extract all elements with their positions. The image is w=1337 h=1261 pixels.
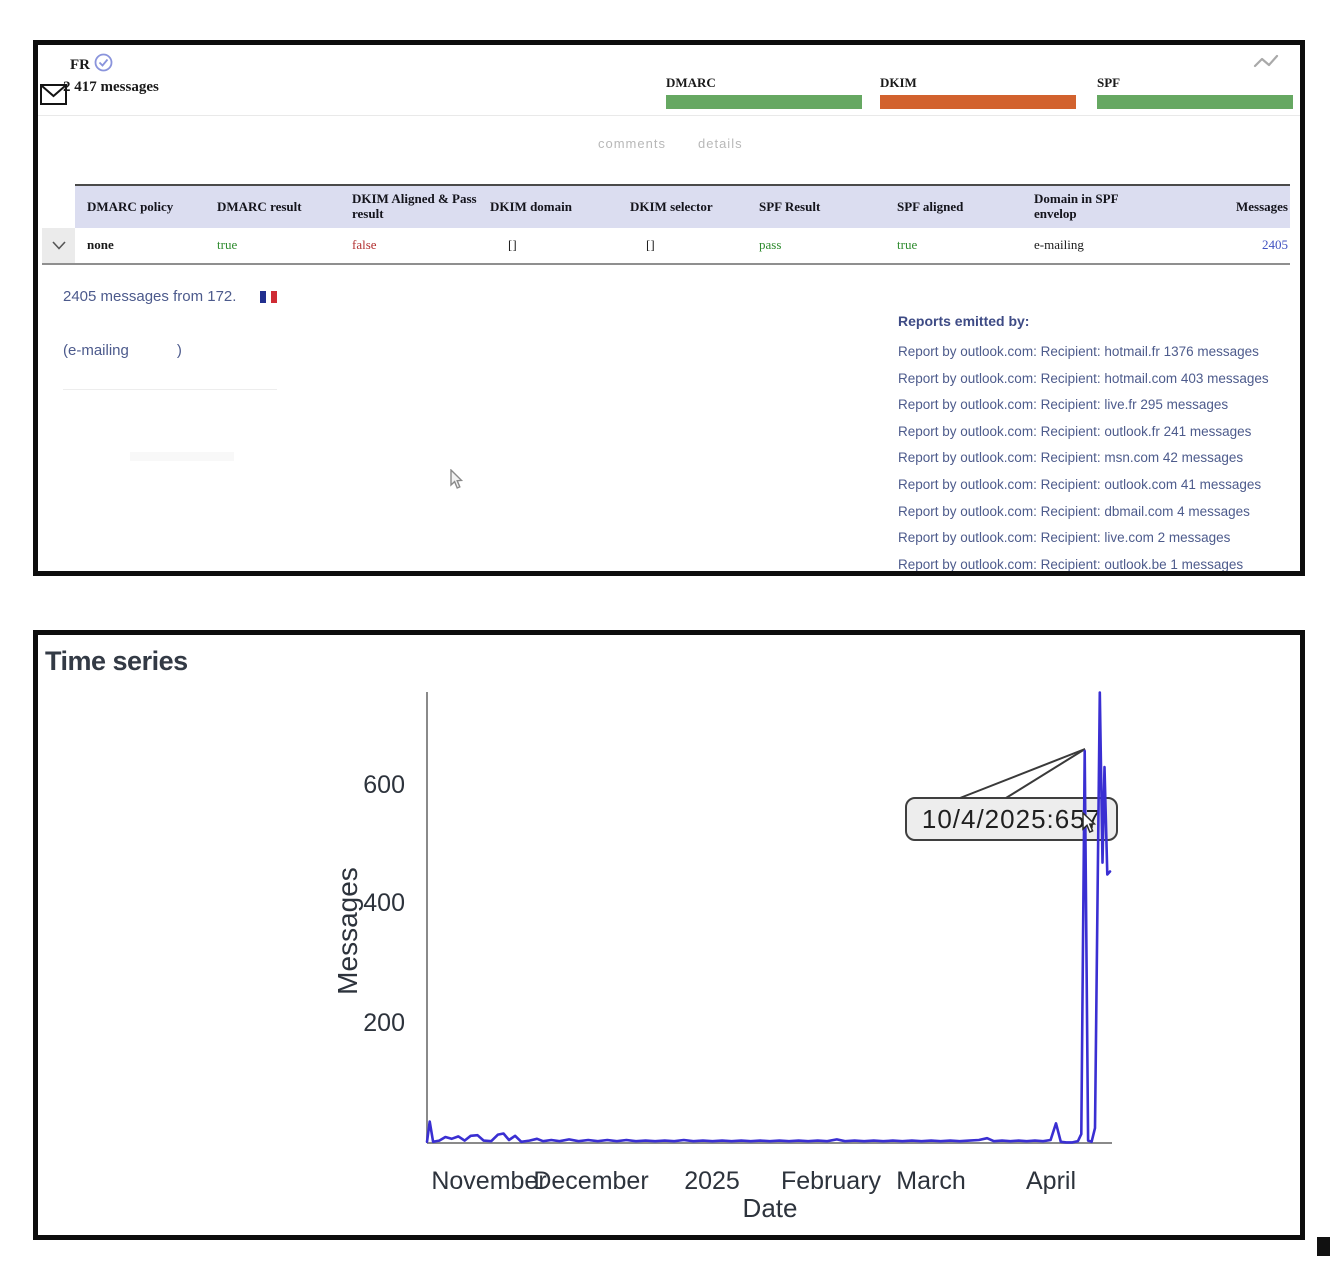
- messages-from-text: 2405 messages from 172.: [63, 288, 237, 305]
- report-item: Report by outlook.com: Recipient: outloo…: [898, 423, 1252, 439]
- tab-details[interactable]: details: [698, 136, 743, 151]
- col-dkim-selector: DKIM selector: [630, 198, 713, 214]
- col-dmarc-policy: DMARC policy: [87, 198, 174, 214]
- x-tick-2025: 2025: [684, 1167, 740, 1195]
- messages-series-line: [425, 691, 1112, 1144]
- report-item: Report by outlook.com: Recipient: dbmail…: [898, 503, 1250, 519]
- report-item: Report by outlook.com: Recipient: outloo…: [898, 556, 1244, 572]
- report-item: Report by outlook.com: Recipient: msn.co…: [898, 450, 1244, 466]
- dkim-summary-label: DKIM: [880, 75, 917, 90]
- verified-check-icon: [94, 53, 113, 72]
- tooltip-leader-line: [1005, 748, 1086, 799]
- tooltip-leader-line: [959, 748, 1086, 799]
- dmarc-summary: DMARC: [666, 75, 862, 109]
- x-tick-april: April: [1025, 1167, 1077, 1195]
- spf-summary-label: SPF: [1097, 75, 1121, 90]
- col-messages: Messages: [1236, 198, 1288, 214]
- expand-row-button[interactable]: [42, 228, 75, 263]
- cell-dkim-aligned: false: [352, 237, 377, 253]
- total-messages: 2 417 messages: [63, 79, 159, 95]
- dkim-summary-bar: [880, 95, 1076, 109]
- trend-icon[interactable]: [1253, 53, 1279, 71]
- time-series-plot[interactable]: [38, 635, 1300, 1235]
- x-tick-november: November: [431, 1167, 547, 1195]
- reports-emitted-section: Reports emitted by: Report by outlook.co…: [898, 313, 1298, 572]
- report-item: Report by outlook.com: Recipient: live.f…: [898, 397, 1229, 413]
- spf-summary: SPF: [1097, 75, 1293, 109]
- chart-title: Time series: [45, 646, 188, 676]
- france-flag-icon: [260, 291, 277, 303]
- cell-spf-aligned: true: [897, 237, 918, 253]
- report-item: Report by outlook.com: Recipient: hotmai…: [898, 370, 1269, 386]
- sender-domain-suffix: ): [176, 342, 182, 359]
- report-item: Report by outlook.com: Recipient: outloo…: [898, 476, 1262, 492]
- chevron-down-icon: [51, 241, 66, 250]
- cell-spf-result: pass: [759, 237, 782, 253]
- divider: [38, 115, 1300, 116]
- mouse-cursor: [1082, 812, 1097, 833]
- mouse-cursor: [450, 469, 464, 489]
- dkim-summary: DKIM: [880, 75, 1076, 109]
- sender-domain-text: (e-mailing): [63, 342, 182, 359]
- y-tick-600: 600: [363, 771, 405, 799]
- time-series-panel: Time series 600 400 200 Messages Novembe…: [33, 630, 1305, 1240]
- cell-messages-count[interactable]: 2405: [1262, 237, 1288, 253]
- dmarc-summary-bar: [666, 95, 862, 109]
- spf-summary-bar: [1097, 95, 1293, 109]
- table-row[interactable]: none true false [] [] pass true e-mailin…: [75, 228, 1290, 263]
- reports-emitted-title: Reports emitted by:: [898, 313, 1030, 329]
- cell-dkim-selector: []: [646, 237, 655, 253]
- tab-comments[interactable]: comments: [598, 136, 666, 151]
- col-dkim-aligned: DKIM Aligned & Pass result: [352, 191, 477, 221]
- sender-domain-prefix: (e-mailing: [63, 342, 129, 359]
- results-table-header: DMARC policy DMARC result DKIM Aligned &…: [75, 184, 1290, 228]
- divider: [42, 263, 1290, 265]
- y-tick-200: 200: [363, 1009, 405, 1037]
- dmarc-summary-label: DMARC: [666, 75, 716, 90]
- report-item: Report by outlook.com: Recipient: live.c…: [898, 530, 1231, 546]
- cell-spf-envelope: e-mailing: [1034, 237, 1084, 253]
- col-dkim-domain: DKIM domain: [490, 198, 572, 214]
- x-tick-february: February: [780, 1167, 882, 1195]
- cell-dkim-domain: []: [508, 237, 517, 253]
- y-axis-title: Messages: [332, 867, 363, 995]
- cell-dmarc-result: true: [217, 237, 238, 253]
- report-item: Report by outlook.com: Recipient: hotmai…: [898, 344, 1259, 359]
- cell-dmarc-policy: none: [87, 237, 114, 253]
- col-dmarc-result: DMARC result: [217, 198, 302, 214]
- col-spf-envelope: Domain in SPF envelop: [1034, 191, 1119, 221]
- screen-artifact: [1317, 1237, 1330, 1256]
- col-spf-aligned: SPF aligned: [897, 198, 964, 214]
- reports-list: Report by outlook.com: Recipient: hotmai…: [898, 339, 1298, 572]
- x-tick-december: December: [533, 1167, 649, 1195]
- redacted-area: [130, 452, 234, 461]
- divider: [63, 389, 277, 390]
- country-label: FR: [70, 57, 90, 73]
- y-tick-400: 400: [363, 889, 405, 917]
- x-axis-title: Date: [742, 1193, 798, 1223]
- dmarc-report-panel: FR 2 417 messages DMARC DKIM SPF comment…: [33, 40, 1305, 576]
- envelope-icon: [40, 84, 67, 105]
- col-spf-result: SPF Result: [759, 198, 821, 214]
- x-tick-march: March: [896, 1167, 966, 1195]
